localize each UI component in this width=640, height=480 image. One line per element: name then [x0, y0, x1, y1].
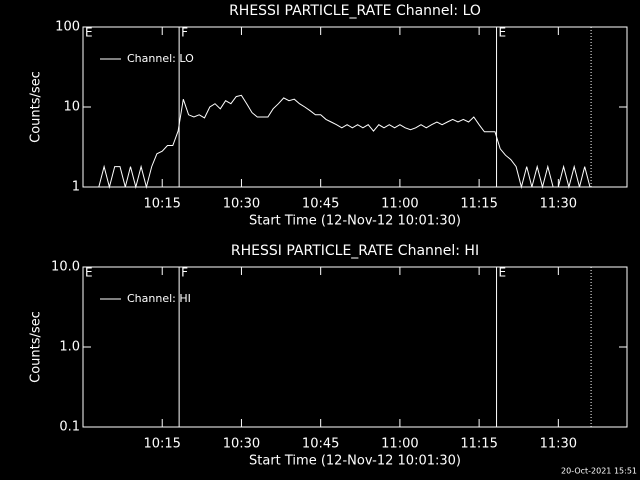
- event-label: E: [85, 26, 93, 40]
- y-tick-label: 10: [63, 100, 80, 115]
- x-tick-label: 10:30: [223, 437, 260, 452]
- event-label: E: [499, 266, 507, 280]
- x-tick-label: 11:00: [381, 437, 418, 452]
- footer: 20-Oct-2021 15:51: [561, 467, 637, 476]
- y-axis-label: Counts/sec: [29, 71, 44, 143]
- legend-label: Channel: LO: [127, 52, 194, 65]
- x-tick-label: 11:15: [460, 197, 497, 212]
- x-tick-label: 11:00: [381, 197, 418, 212]
- plot-frame: [82, 26, 628, 188]
- x-axis-label: Start Time (12-Nov-12 10:01:30): [249, 454, 461, 469]
- x-tick-label: 10:45: [302, 437, 339, 452]
- x-tick-label: 11:30: [540, 437, 577, 452]
- event-label: E: [499, 26, 507, 40]
- legend-label: Channel: HI: [127, 292, 191, 305]
- event-label: E: [85, 266, 93, 280]
- y-tick-label: 0.1: [59, 420, 80, 435]
- x-tick-label: 10:15: [143, 197, 180, 212]
- plot-frame: [82, 266, 628, 428]
- event-label: F: [181, 26, 188, 40]
- y-tick-label: 10.0: [51, 260, 80, 275]
- x-axis-label: Start Time (12-Nov-12 10:01:30): [249, 214, 461, 229]
- chart-title: RHESSI PARTICLE_RATE Channel: HI: [231, 243, 479, 259]
- y-tick-label: 1: [72, 180, 80, 195]
- x-tick-label: 11:30: [540, 197, 577, 212]
- y-tick-label: 100: [55, 20, 80, 35]
- x-tick-label: 10:15: [143, 437, 180, 452]
- y-tick-label: 1.0: [59, 340, 80, 355]
- y-axis-label: Counts/sec: [29, 311, 44, 383]
- x-tick-label: 11:15: [460, 437, 497, 452]
- chart-title: RHESSI PARTICLE_RATE Channel: LO: [229, 3, 481, 19]
- x-tick-label: 10:30: [223, 197, 260, 212]
- event-label: F: [181, 266, 188, 280]
- data-line: [98, 94, 591, 189]
- x-tick-label: 10:45: [302, 197, 339, 212]
